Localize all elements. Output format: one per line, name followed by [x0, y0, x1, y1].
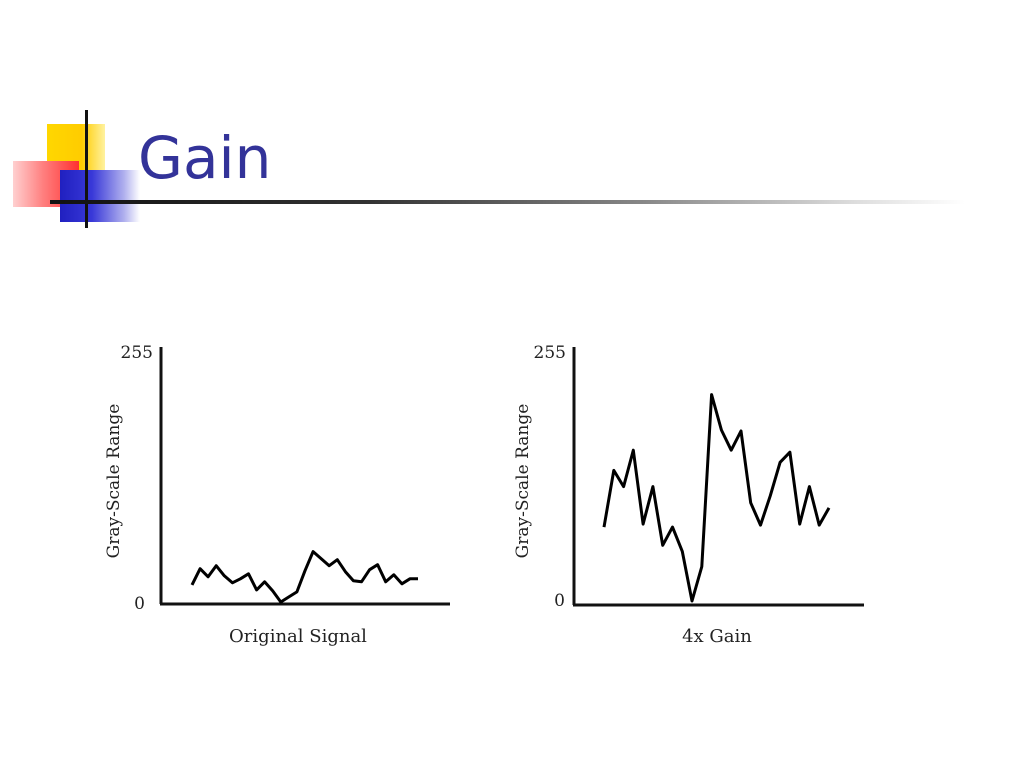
series-line [190, 550, 418, 604]
x-axis-label: Original Signal [229, 626, 367, 647]
blue-accent-square [60, 170, 140, 222]
y-tick-label-max: 255 [121, 343, 153, 363]
y-tick-label-min: 0 [554, 591, 565, 611]
original-signal-chart: 255 0 Gray-Scale Range Original Signal [104, 343, 450, 647]
x-axis-label: 4x Gain [682, 626, 752, 647]
y-tick-label-max: 255 [534, 343, 566, 363]
series-line [602, 393, 831, 603]
accent-vertical-line [85, 110, 88, 228]
y-axis-label: Gray-Scale Range [513, 404, 533, 559]
slide-title: Gain [138, 124, 272, 192]
y-axis-label: Gray-Scale Range [104, 404, 124, 559]
title-underline [50, 200, 965, 204]
y-tick-label-min: 0 [134, 594, 145, 614]
gain-4x-chart: 255 0 Gray-Scale Range 4x Gain [513, 343, 864, 647]
